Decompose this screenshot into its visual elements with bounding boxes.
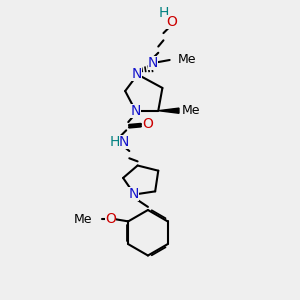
Text: H: H (158, 6, 169, 20)
Text: O: O (105, 212, 116, 226)
Text: N: N (119, 135, 129, 149)
Text: N: N (130, 104, 141, 118)
Polygon shape (158, 108, 179, 113)
Text: Me: Me (182, 104, 201, 117)
Text: H: H (110, 135, 120, 149)
Text: Me: Me (74, 213, 92, 226)
Text: O: O (142, 117, 153, 131)
Text: N: N (131, 68, 142, 82)
Text: N: N (128, 188, 139, 202)
Text: O: O (166, 15, 177, 29)
Text: Me: Me (178, 53, 196, 67)
Text: N: N (148, 56, 158, 70)
